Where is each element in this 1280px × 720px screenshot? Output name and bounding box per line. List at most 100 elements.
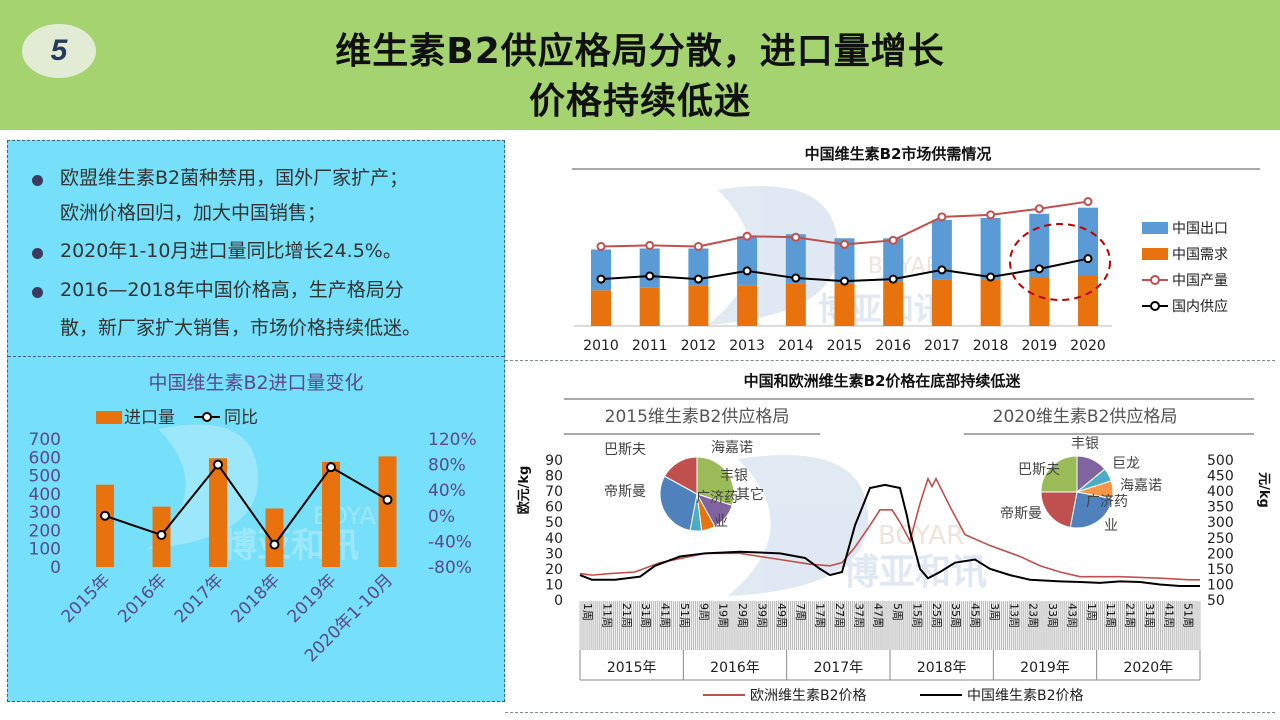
pie-label: 其它: [736, 486, 764, 503]
bar-export: [688, 248, 709, 286]
x-week-label: 13周: [1007, 603, 1020, 628]
y-tick-label: 300: [29, 503, 61, 523]
x-week-label: 17周: [814, 603, 827, 628]
y-tick-label: 90: [545, 453, 563, 469]
yoy-point: [213, 459, 223, 470]
pie-slice: [663, 456, 698, 495]
bar-export: [785, 234, 806, 284]
pie-title: 2015维生素B2供应格局: [605, 407, 790, 427]
y-right-tick-label: 40%: [428, 481, 466, 501]
x-week-label: 47周: [872, 603, 885, 628]
chart-title: 中国和欧洲维生素B2价格在底部持续低迷: [744, 372, 1022, 390]
production-point: [1083, 197, 1093, 207]
y-tick-label: 10: [545, 577, 563, 593]
pie-slice: [1069, 491, 1113, 529]
supply-demand-chart: 中国维生素B2市场供需情况 BOYAR 博亚和讯 2010 2011 2012 201…: [572, 145, 1260, 354]
pie-label: 丰银: [1071, 436, 1099, 452]
legend-label: 同比: [224, 408, 258, 428]
legend-label: 中国维生素B2价格: [967, 688, 1084, 704]
watermark: BOYAR 博亚和讯: [728, 455, 987, 596]
pie-label: 海嘉诺: [711, 440, 753, 456]
bullet-text: 欧洲价格回归，加大中国销售；: [60, 202, 327, 224]
x-tick-label: 2014: [778, 338, 814, 354]
pie-label: 丰银: [720, 468, 748, 484]
y-tick-label: 400: [29, 485, 61, 505]
y-right-tick-label: 400: [1207, 484, 1234, 500]
bar-demand: [883, 281, 904, 326]
x-week-label: 27周: [833, 603, 846, 628]
pie-slice: [696, 456, 735, 507]
supply-point: [1034, 264, 1044, 274]
y-right-tick-label: -40%: [428, 532, 472, 552]
y-tick-label: 60: [545, 500, 563, 516]
highlight-ellipse: [1009, 223, 1111, 301]
x-week-label: 23周: [1027, 603, 1040, 628]
bar-demand: [980, 279, 1001, 326]
x-week-label: 29周: [736, 603, 749, 628]
y-right-tick-label: 0%: [428, 507, 455, 527]
x-year-label: 2016年: [710, 660, 760, 676]
bar-export: [834, 238, 855, 284]
bar-export: [883, 238, 904, 282]
x-tick-label: 2015年: [58, 570, 115, 627]
bar-demand: [591, 290, 611, 326]
pie-label: 巨龙: [1112, 456, 1140, 472]
x-tick-label: 2012: [681, 338, 717, 354]
import-bar: [265, 508, 284, 567]
y-right-tick-label: 250: [1207, 531, 1234, 547]
legend-label: 中国出口: [1172, 221, 1228, 237]
pie-label-line: 广济药: [1086, 494, 1128, 510]
import-bar: [96, 484, 114, 567]
y-right-tick-label: 50: [1207, 593, 1225, 609]
pie-label: 广济药业: [1086, 494, 1128, 534]
production-point: [742, 231, 752, 241]
cn-price-line: [579, 483, 1200, 587]
y-tick-label: 70: [545, 484, 563, 500]
y-axis-right: -80% -40% 0% 40% 80% 120%: [428, 430, 477, 578]
pie-label-line: 业: [1104, 518, 1118, 534]
y-tick-label: 500: [29, 467, 61, 487]
bar-demand: [785, 283, 806, 326]
bottom-divider: [505, 712, 1275, 713]
x-week-label: 51周: [1182, 603, 1195, 628]
x-week-label: 15周: [910, 603, 923, 628]
legend-marker: [1150, 275, 1160, 285]
y-tick-label: 600: [29, 448, 61, 468]
bullet-dot-icon: [32, 175, 43, 186]
production-point: [888, 235, 898, 245]
y-right-tick-label: 120%: [428, 430, 477, 450]
x-tick-label: 2019年: [284, 570, 341, 627]
x-year-label: 2020年: [1124, 660, 1174, 676]
pie-label: 巴斯夫: [604, 442, 646, 458]
bar-demand: [1029, 277, 1050, 326]
eu-price-line: [579, 476, 1200, 581]
x-axis: 2010 2011 2012 2013 2014 2015 2016 2017 2018 2019…: [583, 338, 1106, 354]
bar-export: [980, 217, 1001, 280]
stacked-bars: [591, 207, 1098, 326]
y-right-tick-label: 450: [1207, 469, 1234, 485]
x-tick-label: 2017年: [171, 570, 228, 627]
supply-point: [791, 273, 801, 283]
x-week-label: 43周: [1065, 603, 1078, 628]
production-point: [937, 212, 947, 222]
supply-point: [840, 276, 849, 286]
x-week-label: 25周: [930, 603, 943, 628]
y-right-tick-label: 200: [1207, 546, 1234, 562]
bullet-dot-icon: [32, 287, 43, 298]
legend: 中国出口 中国需求 中国产量 国内供应: [1142, 221, 1228, 315]
pie-slice: [659, 475, 698, 531]
pie-label: 海嘉诺: [1120, 478, 1162, 494]
x-week-label: 39周: [755, 603, 768, 628]
bar-export: [591, 249, 611, 291]
supply-point: [937, 265, 947, 275]
pie-label: 帝斯曼: [604, 484, 646, 500]
x-year-label: 2017年: [814, 660, 864, 676]
production-point: [986, 210, 996, 220]
legend-bar-swatch: [96, 411, 122, 424]
x-week-label: 1周: [1085, 603, 1098, 621]
x-week-label: 11周: [1104, 603, 1117, 628]
x-week-label: 21周: [1124, 603, 1137, 628]
bar-export: [639, 248, 660, 288]
y-tick-label: 0: [554, 593, 563, 609]
